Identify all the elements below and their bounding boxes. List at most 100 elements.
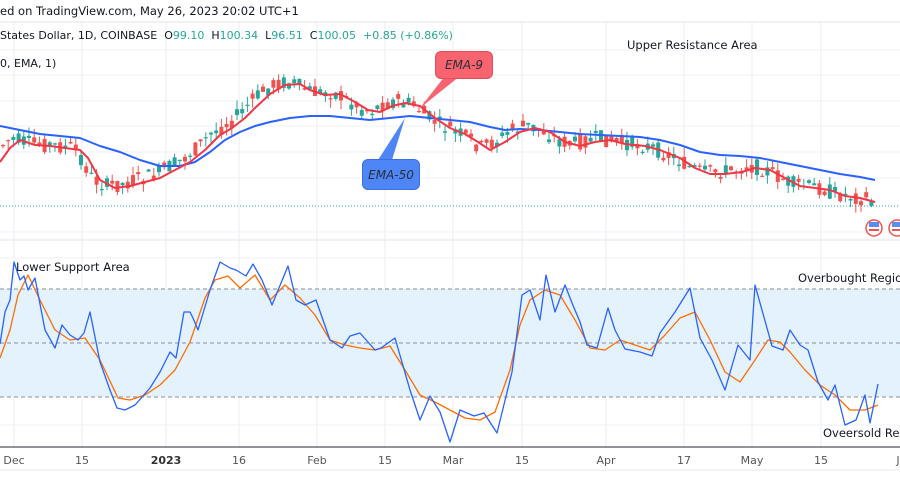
- candle-body: [723, 165, 728, 174]
- candle-body: [718, 177, 723, 179]
- candle-body: [661, 157, 666, 161]
- candle-body: [380, 102, 385, 112]
- candle-body: [547, 139, 551, 143]
- candle-body: [484, 139, 489, 143]
- candle-body: [396, 94, 401, 99]
- candle-body: [136, 172, 141, 175]
- candle-body: [692, 165, 697, 167]
- candle-body: [744, 167, 749, 171]
- candle-body: [474, 144, 479, 152]
- candle-body: [588, 137, 593, 142]
- candle-body: [432, 119, 437, 124]
- candle-body: [807, 180, 811, 183]
- candle-body: [240, 109, 245, 114]
- candle-body: [827, 184, 832, 199]
- x-tick-label: 15: [814, 454, 828, 467]
- candle-body: [94, 176, 99, 185]
- high-value: 100.34: [219, 29, 259, 42]
- candle-body: [271, 80, 276, 88]
- candle-body: [515, 131, 520, 133]
- candle-body: [349, 104, 354, 110]
- x-tick-label: 15: [75, 454, 89, 467]
- candle-body: [401, 104, 406, 108]
- candle-body: [214, 130, 219, 134]
- candle-body: [453, 129, 458, 134]
- candle-body: [848, 198, 853, 201]
- candle-body: [614, 137, 619, 142]
- candle-body: [172, 157, 177, 166]
- candle-body: [573, 136, 577, 142]
- candle-body: [266, 88, 271, 96]
- candle-body: [354, 102, 359, 108]
- x-tick-label: J: [896, 454, 900, 467]
- candle-body: [489, 139, 494, 148]
- candle-body: [16, 133, 21, 143]
- candle-body: [198, 139, 203, 142]
- stoch-d-line: [0, 274, 879, 421]
- candle-body: [427, 111, 432, 120]
- x-tick-label: 17: [677, 454, 691, 467]
- candle-body: [417, 110, 421, 113]
- symbol-text: States Dollar, 1D, COINBASE: [0, 29, 158, 42]
- candle-body: [229, 120, 234, 128]
- candle-body: [131, 175, 135, 186]
- candle-body: [193, 142, 198, 156]
- candle-body: [287, 83, 291, 89]
- candle-body: [276, 79, 281, 90]
- candle-body: [593, 131, 598, 133]
- candle-body: [833, 187, 837, 192]
- candle-body: [68, 141, 73, 144]
- ema50-line: [0, 115, 876, 181]
- candle-body: [609, 136, 614, 142]
- stoch-k-line: [0, 261, 879, 443]
- candle-body: [209, 132, 213, 135]
- candle-body: [859, 201, 863, 206]
- candle-body: [495, 142, 499, 147]
- candle-body: [853, 193, 858, 204]
- x-tick-label: Apr: [596, 454, 616, 467]
- candle-body: [687, 166, 692, 168]
- oversold-label: Oveersold Regi: [823, 426, 900, 440]
- x-tick-label: 15: [378, 454, 392, 467]
- candle-body: [812, 183, 817, 186]
- candle-body: [578, 133, 583, 150]
- candle-body: [781, 178, 785, 180]
- candle-body: [775, 170, 780, 182]
- candle-body: [11, 137, 16, 140]
- x-tick-label: Dec: [3, 454, 25, 467]
- candle-body: [406, 97, 411, 103]
- candle-body: [53, 143, 57, 145]
- candle-body: [157, 165, 161, 173]
- candle-body: [99, 188, 104, 191]
- candle-body: [235, 109, 239, 116]
- candle-body: [838, 193, 843, 202]
- candle-body: [385, 102, 390, 109]
- candle-body: [469, 133, 473, 137]
- us-flag-event-icon[interactable]: [865, 219, 883, 237]
- candle-body: [500, 132, 505, 136]
- candle-body: [437, 116, 442, 120]
- candle-body: [541, 130, 546, 135]
- candle-body: [120, 182, 125, 186]
- candle-body: [843, 193, 848, 196]
- candle-body: [281, 77, 286, 88]
- candle-body: [557, 139, 562, 147]
- candle-body: [318, 89, 323, 94]
- candle-body: [188, 155, 193, 157]
- candle-body: [79, 155, 83, 166]
- candle-body: [583, 136, 588, 148]
- candle-body: [203, 137, 208, 139]
- candle-body: [370, 113, 375, 116]
- published-caption: ed on TradingView.com, May 26, 2023 20:0…: [0, 4, 299, 18]
- ema9-callout-pointer: [420, 76, 460, 108]
- indicator-legend[interactable]: 0, EMA, 1): [0, 57, 57, 70]
- candle-body: [250, 93, 255, 99]
- us-flag-event-icon[interactable]: [888, 219, 900, 237]
- candle-body: [297, 78, 302, 84]
- overbought-label: Overbought Region: [798, 271, 900, 285]
- open-value: 99.10: [172, 29, 205, 42]
- candle-body: [703, 165, 707, 170]
- candle-body: [365, 110, 369, 112]
- candle-body: [84, 166, 89, 173]
